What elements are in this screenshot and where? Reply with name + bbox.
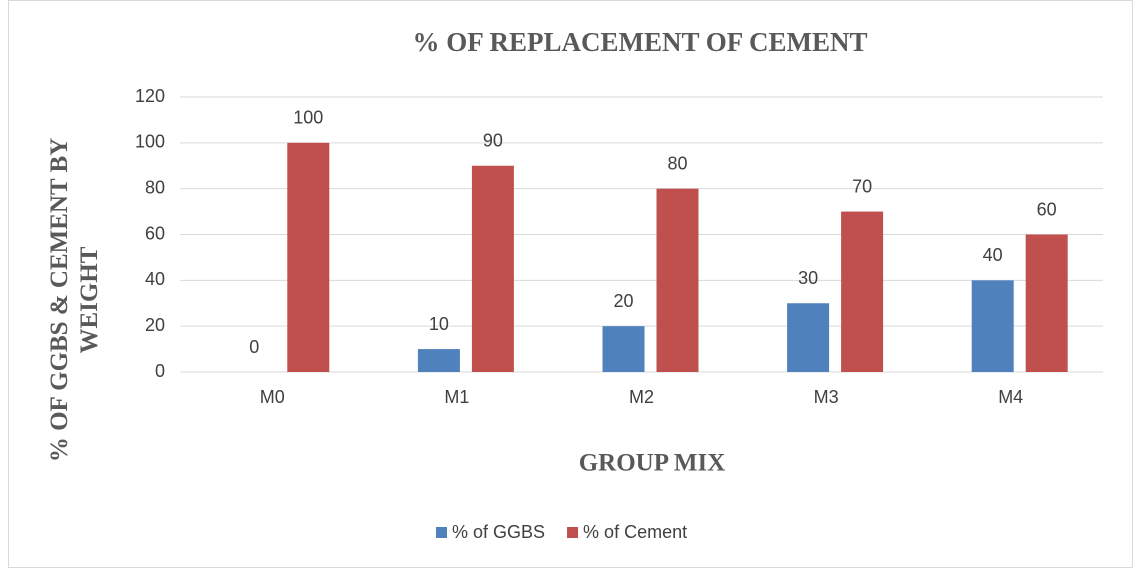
x-tick-label: M3 (814, 387, 839, 407)
bar (417, 349, 460, 372)
bar (787, 303, 830, 372)
legend-label: % of Cement (583, 522, 687, 542)
bar (287, 142, 330, 372)
bar (602, 326, 645, 372)
data-label: 80 (667, 153, 687, 173)
y-tick-label: 0 (155, 361, 165, 381)
bar (656, 188, 699, 372)
x-tick-label: M4 (998, 387, 1023, 407)
legend-swatch (436, 527, 447, 538)
data-label: 70 (852, 176, 872, 196)
data-label: 10 (429, 314, 449, 334)
data-label: 20 (613, 291, 633, 311)
y-tick-label: 40 (145, 269, 165, 289)
x-tick-label: M0 (260, 387, 285, 407)
x-tick-label: M2 (629, 387, 654, 407)
y-tick-label: 60 (145, 223, 165, 243)
chart-border (8, 0, 1133, 568)
data-label: 0 (249, 337, 259, 357)
data-label: 40 (983, 245, 1003, 265)
bar (841, 211, 884, 372)
chart-title: % OF REPLACEMENT OF CEMENT (412, 27, 867, 57)
x-axis-label: GROUP MIX (579, 450, 726, 477)
legend-label: % of GGBS (452, 522, 545, 542)
y-tick-label: 20 (145, 315, 165, 335)
bar (471, 165, 514, 372)
y-tick-label: 100 (135, 132, 165, 152)
bar (1025, 234, 1068, 372)
data-label: 90 (483, 131, 503, 151)
legend-swatch (567, 527, 579, 538)
y-tick-label: 80 (145, 177, 165, 197)
x-tick-label: M1 (444, 387, 469, 407)
y-axis-label: % OF GGBS & CEMENT BY WEIGHT (46, 137, 103, 463)
y-tick-label: 120 (135, 86, 165, 106)
bar (971, 280, 1014, 372)
data-label: 30 (798, 268, 818, 288)
data-label: 100 (293, 108, 323, 128)
data-label: 60 (1037, 199, 1057, 219)
